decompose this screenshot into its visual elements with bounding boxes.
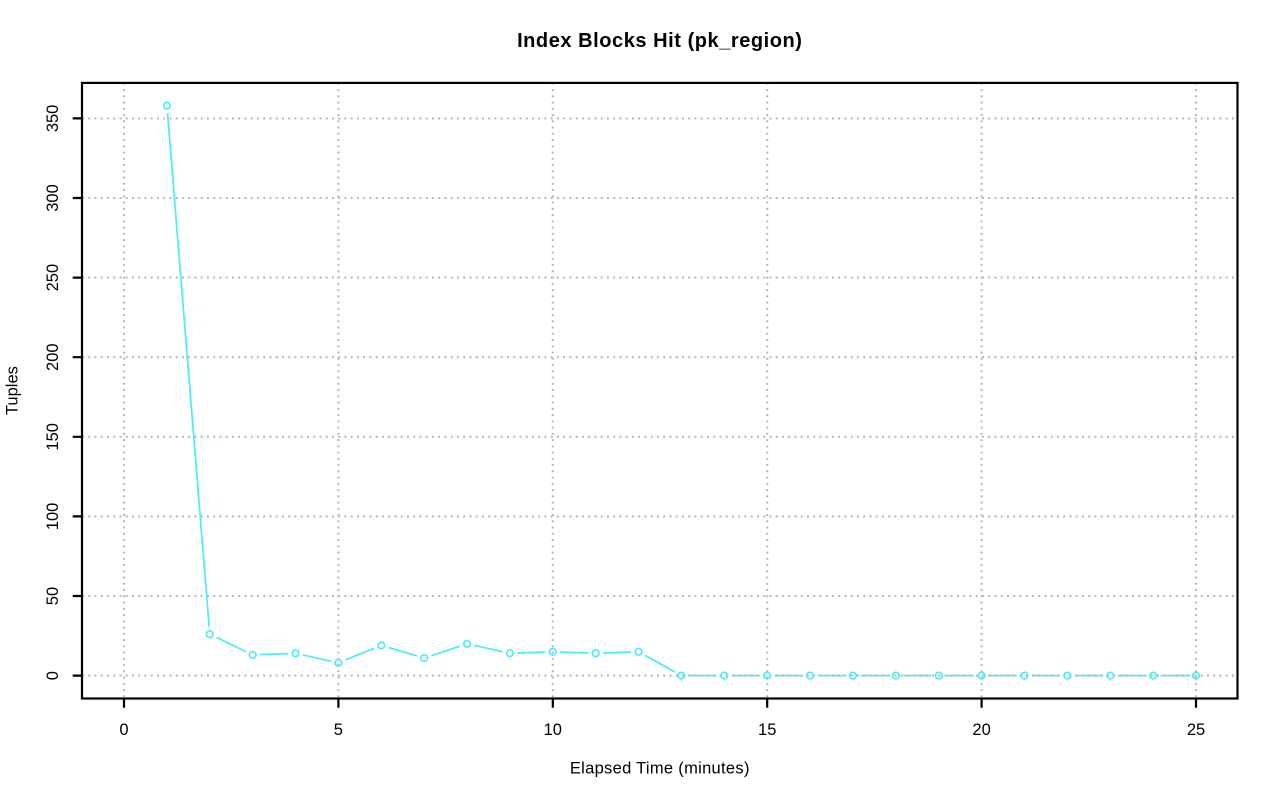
svg-text:150: 150 [44,423,62,451]
svg-text:0: 0 [119,721,128,739]
svg-text:Tuples: Tuples [3,366,21,415]
svg-text:25: 25 [1187,721,1205,739]
svg-text:250: 250 [44,264,62,292]
svg-text:10: 10 [544,721,562,739]
svg-text:300: 300 [44,184,62,212]
svg-text:20: 20 [972,721,990,739]
svg-text:0: 0 [44,671,62,680]
svg-text:200: 200 [44,343,62,371]
svg-text:350: 350 [44,105,62,133]
svg-text:Elapsed Time (minutes): Elapsed Time (minutes) [570,760,750,778]
svg-text:100: 100 [44,503,62,531]
svg-text:5: 5 [334,721,343,739]
svg-text:50: 50 [44,587,62,605]
svg-text:15: 15 [758,721,776,739]
svg-text:Index Blocks Hit (pk_region): Index Blocks Hit (pk_region) [517,30,802,52]
